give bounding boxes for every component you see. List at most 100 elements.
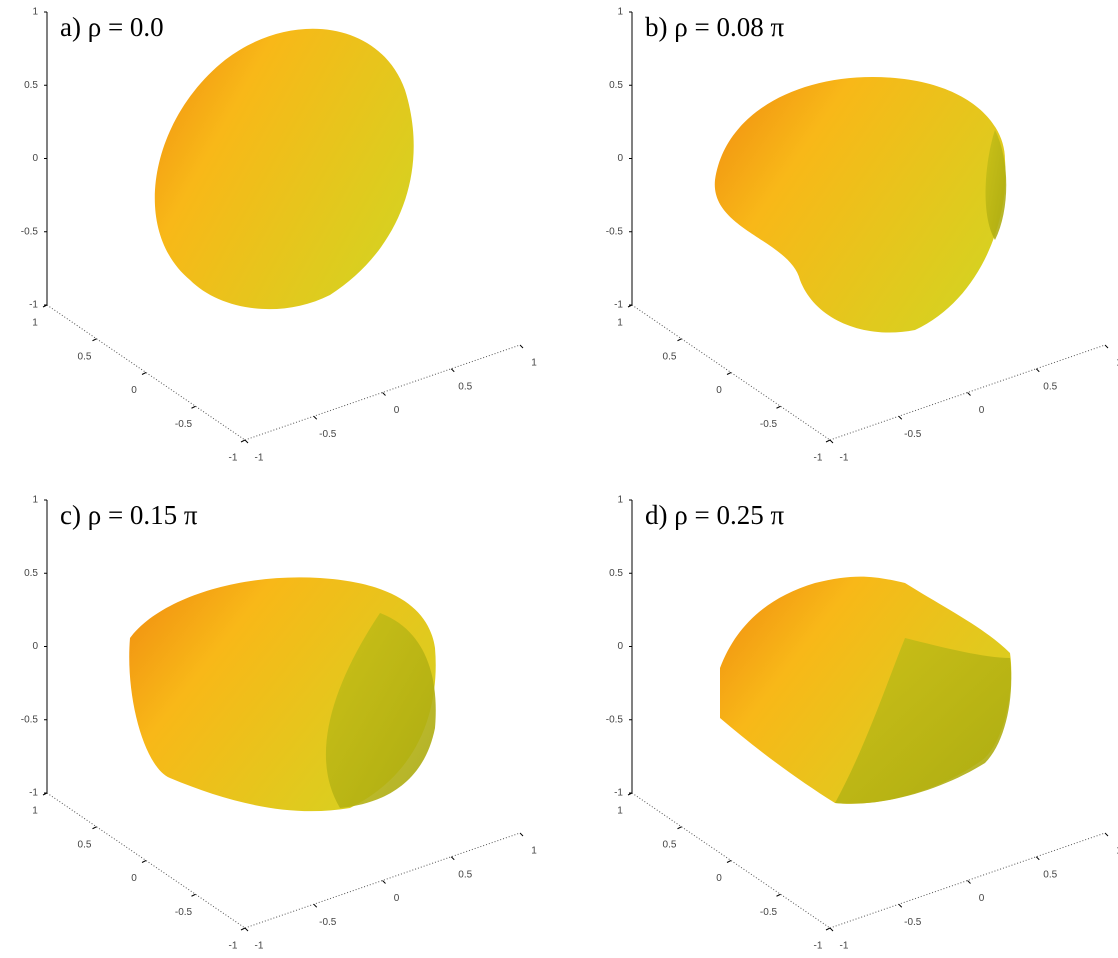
- x-tick-label: -0.5: [319, 917, 337, 928]
- panel-title: b) ρ = 0.08 π: [645, 12, 784, 42]
- y-tick: [727, 861, 731, 863]
- y-tick: [241, 928, 245, 930]
- y-tick: [142, 861, 146, 863]
- x-tick-label: 0.5: [1043, 869, 1057, 880]
- x-tick: [314, 416, 317, 419]
- z-tick-label: -1: [29, 788, 38, 799]
- surface: [715, 77, 1006, 333]
- x-tick-label: 0: [394, 893, 400, 904]
- y-tick-label: -1: [229, 453, 238, 464]
- y-tick: [826, 928, 830, 930]
- z-tick-label: 0.5: [609, 80, 623, 91]
- x-tick: [830, 928, 833, 931]
- x-tick-label: 1: [531, 358, 537, 369]
- z-tick-label: 0.5: [24, 80, 38, 91]
- y-tick: [93, 827, 97, 829]
- y-tick-label: -1: [814, 941, 823, 952]
- panel-title: c) ρ = 0.15 π: [60, 500, 198, 530]
- x-tick-label: 0: [979, 405, 985, 416]
- x-tick: [383, 881, 386, 884]
- x-tick: [245, 440, 248, 443]
- x-tick: [1036, 369, 1039, 372]
- y-tick: [93, 339, 97, 341]
- z-tick-label: 0.5: [609, 568, 623, 579]
- y-tick-label: 0: [716, 385, 722, 396]
- y-tick: [777, 406, 781, 408]
- y-tick-label: 1: [617, 318, 623, 329]
- x-tick: [520, 833, 523, 836]
- z-tick-label: 1: [32, 495, 38, 506]
- x-tick-label: 0.5: [458, 381, 472, 392]
- x-tick-label: 1: [531, 846, 537, 857]
- y-tick-label: -0.5: [760, 907, 778, 918]
- z-tick-label: 1: [617, 7, 623, 18]
- z-tick-label: -1: [614, 788, 623, 799]
- x-tick: [1036, 857, 1039, 860]
- y-tick: [777, 894, 781, 896]
- y-tick-label: 1: [32, 806, 38, 817]
- x-tick: [830, 440, 833, 443]
- z-tick-label: -1: [614, 300, 623, 311]
- z-tick-label: -0.5: [21, 226, 39, 237]
- y-tick-label: 0.5: [78, 839, 92, 850]
- panel: -1-0.500.51-1-0.500.51-1-0.500.51d) ρ = …: [606, 495, 1118, 952]
- z-tick-label: 0: [617, 641, 623, 652]
- x-tick: [968, 881, 971, 884]
- x-tick: [245, 928, 248, 931]
- x-tick: [968, 393, 971, 396]
- x-tick: [899, 904, 902, 907]
- z-tick-label: 0: [617, 153, 623, 164]
- panel: -1 -0.5 0 0.5 1 -1 -0.5 0 0.5 1 -1 -0.5 0 0.5 1 c) ρ = …: [21, 495, 537, 952]
- x-tick-label: -0.5: [319, 429, 337, 440]
- y-tick: [678, 339, 682, 341]
- x-tick: [314, 904, 317, 907]
- x-tick-label: 0: [394, 405, 400, 416]
- y-tick-label: -1: [814, 453, 823, 464]
- y-tick-label: -1: [229, 941, 238, 952]
- x-tick-label: -1: [840, 941, 849, 952]
- x-tick-label: -0.5: [904, 917, 922, 928]
- y-tick: [192, 406, 196, 408]
- panel: -1-0.500.51-1-0.500.51-1-0.500.51a) ρ = …: [21, 7, 537, 464]
- x-tick: [1105, 345, 1108, 348]
- z-tick-label: 0: [32, 153, 38, 164]
- y-tick-label: 0.5: [663, 839, 677, 850]
- y-tick-label: 0: [131, 873, 137, 884]
- x-tick-label: 0.5: [458, 869, 472, 880]
- z-tick-label: 0: [32, 641, 38, 652]
- x-tick: [383, 393, 386, 396]
- y-tick: [192, 894, 196, 896]
- z-tick-label: 0.5: [24, 568, 38, 579]
- y-tick-label: 0: [716, 873, 722, 884]
- y-tick: [727, 373, 731, 375]
- y-tick-label: 0.5: [78, 351, 92, 362]
- x-tick-label: -1: [255, 941, 264, 952]
- z-tick-label: 1: [617, 495, 623, 506]
- y-tick: [678, 827, 682, 829]
- z-tick-label: -0.5: [606, 226, 624, 237]
- x-tick-label: 0: [979, 893, 985, 904]
- x-tick: [899, 416, 902, 419]
- y-tick-label: -0.5: [175, 419, 193, 430]
- x-tick-label: 0.5: [1043, 381, 1057, 392]
- y-tick-label: -0.5: [760, 419, 778, 430]
- y-tick-label: 0: [131, 385, 137, 396]
- figure: -1 -0.5 0 0.5 1 -1 -0.5 0 0.5 1 -1 -0.5 0 0.5 1 a) ρ = …: [0, 0, 1118, 958]
- z-tick-label: 1: [32, 7, 38, 18]
- panel-title: a) ρ = 0.0: [60, 12, 164, 42]
- x-tick-label: -0.5: [904, 429, 922, 440]
- panel: -1-0.500.51-1-0.500.51-1-0.500.51b) ρ = …: [606, 7, 1118, 464]
- panel-title: d) ρ = 0.25 π: [645, 500, 784, 530]
- x-tick: [520, 345, 523, 348]
- z-tick-label: -0.5: [21, 714, 39, 725]
- y-tick-label: -0.5: [175, 907, 193, 918]
- y-tick-label: 0.5: [663, 351, 677, 362]
- y-tick: [241, 440, 245, 442]
- z-tick-label: -1: [29, 300, 38, 311]
- z-tick-label: -0.5: [606, 714, 624, 725]
- y-tick: [826, 440, 830, 442]
- surface: [155, 29, 414, 309]
- x-tick: [451, 369, 454, 372]
- x-tick-label: -1: [840, 453, 849, 464]
- x-tick: [451, 857, 454, 860]
